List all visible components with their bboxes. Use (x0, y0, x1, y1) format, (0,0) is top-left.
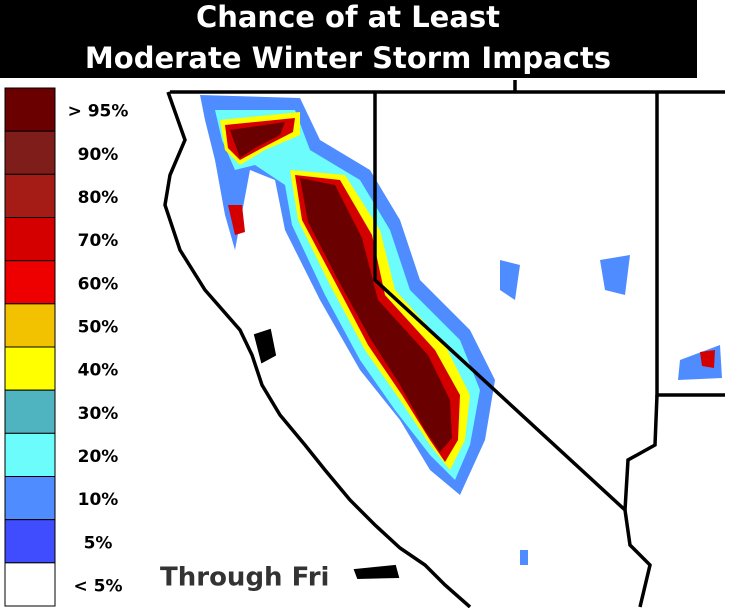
title-box (0, 0, 697, 78)
legend-swatch (4, 217, 56, 262)
legend-swatch (4, 260, 56, 305)
legend-label: 10% (78, 490, 119, 510)
legend-swatch (4, 346, 56, 391)
legend-label: 20% (78, 447, 119, 467)
legend-label: 30% (78, 404, 119, 424)
legend-label: > 95% (68, 102, 129, 122)
legend-label: 50% (78, 317, 119, 337)
legend-label: < 5% (73, 576, 122, 596)
legend-swatch (4, 87, 56, 132)
legend-swatch (4, 389, 56, 434)
precip-shading (200, 95, 722, 565)
title-line: Chance of at Least (196, 0, 500, 34)
legend-swatch (4, 130, 56, 175)
legend-label: 5% (84, 533, 113, 553)
legend-label: 80% (78, 188, 119, 208)
legend-swatch (4, 476, 56, 521)
title-line: Moderate Winter Storm Impacts (85, 41, 611, 75)
legend-swatch (4, 173, 56, 218)
boundaries (163, 80, 725, 608)
legend-label: 90% (78, 145, 119, 165)
legend-swatch (4, 562, 56, 607)
legend: > 95% 90% 80% 70% 60% 50% 40% 30% 20% 10% 5% < 5% (4, 87, 129, 607)
legend-swatch (4, 519, 56, 564)
legend-label: 40% (78, 361, 119, 381)
period-label: Through Fri (160, 563, 329, 593)
legend-label: 70% (78, 231, 119, 251)
legend-swatch (4, 303, 56, 348)
legend-label: 60% (78, 274, 119, 294)
legend-swatch (4, 432, 56, 478)
